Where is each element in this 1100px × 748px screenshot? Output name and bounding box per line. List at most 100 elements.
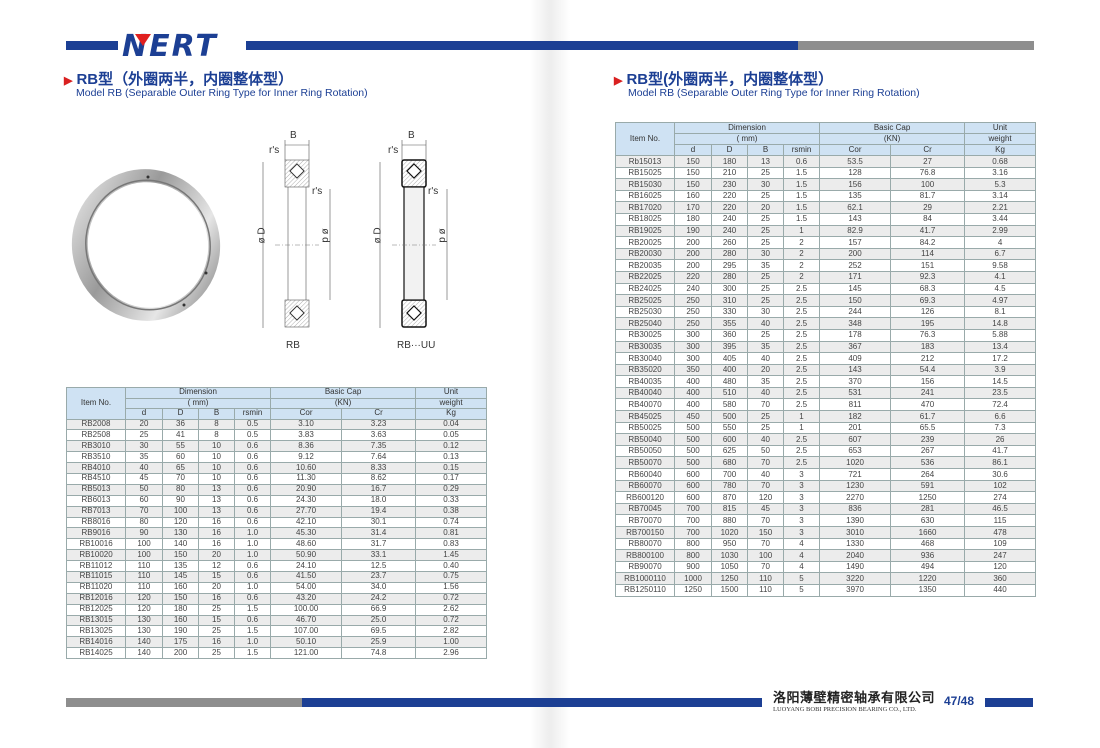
- value-cell: 250: [674, 294, 712, 307]
- value-cell: 69.3: [890, 294, 966, 307]
- value-cell: 4.1: [964, 270, 1037, 284]
- value-cell: 100: [162, 505, 199, 518]
- value-cell: 2: [782, 259, 821, 272]
- value-cell: 0.29: [415, 483, 488, 496]
- value-cell: 8.1: [964, 305, 1037, 319]
- value-cell: 25: [747, 282, 784, 296]
- value-cell: 30: [125, 440, 163, 453]
- item-no-cell: RB12025: [66, 603, 126, 616]
- table-row: RB700150 700 1020 150 3 3010 1660 478: [615, 526, 1037, 539]
- value-cell: 50: [125, 483, 163, 496]
- value-cell: 2: [782, 236, 821, 249]
- value-cell: 145: [819, 282, 892, 296]
- value-cell: 5: [782, 583, 821, 597]
- value-cell: 950: [711, 537, 748, 551]
- value-cell: 244: [819, 305, 892, 319]
- value-cell: 1030: [711, 549, 748, 562]
- dim-rs2-label-uu: r's: [428, 186, 439, 197]
- value-cell: 14.8: [964, 317, 1037, 330]
- value-cell: 836: [819, 502, 892, 516]
- value-cell: 13: [198, 494, 235, 507]
- value-cell: 531: [819, 386, 892, 400]
- item-no-cell: RB40040: [615, 386, 675, 400]
- value-cell: 195: [890, 317, 966, 330]
- value-cell: 2.5: [782, 444, 821, 458]
- table-row: RB45025 450 500 25 1 182 61.7 6.6: [615, 410, 1037, 423]
- value-cell: 20: [747, 201, 784, 214]
- table-row: RB16025 160 220 25 1.5 135 81.7 3.14: [615, 189, 1037, 203]
- item-no-cell: RB18025: [615, 212, 675, 226]
- value-cell: 25: [198, 625, 235, 638]
- value-cell: 500: [674, 433, 712, 446]
- value-cell: 3.44: [964, 212, 1037, 226]
- value-cell: 13: [198, 483, 235, 496]
- value-cell: 140: [162, 538, 199, 551]
- value-cell: 300: [674, 328, 712, 342]
- table-row: RB24025 240 300 25 2.5 145 68.3 4.5: [615, 282, 1037, 296]
- value-cell: 23.7: [341, 570, 417, 583]
- value-cell: 25: [198, 603, 235, 616]
- value-cell: 1660: [890, 526, 966, 539]
- value-cell: 25: [747, 410, 784, 423]
- value-cell: 800: [674, 549, 712, 562]
- value-cell: 46.5: [964, 502, 1037, 516]
- value-cell: 3: [782, 526, 821, 539]
- value-cell: 355: [711, 317, 748, 330]
- value-cell: 220: [711, 201, 748, 214]
- item-no-cell: Rb15013: [615, 155, 675, 168]
- value-cell: 0.5: [233, 429, 272, 442]
- company-name-cn: 洛阳薄壁精密轴承有限公司: [773, 690, 936, 705]
- value-cell: 300: [674, 340, 712, 354]
- value-cell: 8.33: [341, 462, 417, 474]
- value-cell: 23.5: [964, 386, 1037, 400]
- table-row: RB2508 25 41 8 0.5 3.83 3.63 0.05: [66, 429, 488, 442]
- value-cell: 0.81: [415, 527, 488, 540]
- value-cell: 35: [747, 375, 784, 388]
- value-cell: 170: [674, 201, 712, 214]
- value-cell: 157: [819, 236, 892, 249]
- value-cell: 69.5: [341, 625, 417, 638]
- value-cell: 145: [162, 570, 199, 583]
- table-row: RB40035 400 480 35 2.5 370 156 14.5: [615, 375, 1037, 388]
- value-cell: 70: [162, 472, 199, 485]
- value-cell: 100: [125, 538, 163, 551]
- value-cell: 2.5: [782, 317, 821, 330]
- value-cell: 295: [711, 259, 748, 272]
- value-cell: 200: [674, 247, 712, 261]
- value-cell: 25.0: [341, 614, 417, 627]
- item-no-cell: RB20025: [615, 236, 675, 249]
- value-cell: 280: [711, 247, 748, 261]
- value-cell: 25: [747, 224, 784, 238]
- value-cell: 143: [819, 363, 892, 377]
- value-cell: 50.10: [270, 636, 343, 649]
- value-cell: 13: [747, 155, 784, 168]
- value-cell: 240: [711, 224, 748, 238]
- value-cell: 45.30: [270, 527, 343, 540]
- value-cell: 25: [747, 212, 784, 226]
- table-row: RB14025 140 200 25 1.5 121.00 74.8 2.96: [66, 647, 488, 660]
- header-bar-left: [66, 41, 118, 50]
- value-cell: 8: [198, 418, 235, 431]
- item-no-cell: RB11020: [66, 581, 126, 594]
- value-cell: 135: [819, 189, 892, 203]
- value-cell: 35: [747, 340, 784, 354]
- table-row: RB20035 200 295 35 2 252 151 9.58: [615, 259, 1037, 272]
- value-cell: 300: [711, 282, 748, 296]
- value-cell: 8: [198, 429, 235, 442]
- value-cell: 3: [782, 491, 821, 504]
- value-cell: 4.5: [964, 282, 1037, 296]
- header-col: D: [162, 408, 199, 420]
- value-cell: 102: [964, 479, 1037, 493]
- value-cell: 72.4: [964, 398, 1037, 412]
- value-cell: 20: [747, 363, 784, 377]
- value-cell: 1.0: [233, 549, 272, 562]
- value-cell: 1.5: [233, 625, 272, 638]
- value-cell: 2.5: [782, 375, 821, 388]
- value-cell: 1.0: [233, 636, 272, 649]
- value-cell: 92.3: [890, 270, 966, 284]
- header-col: Cr: [890, 144, 966, 156]
- item-no-cell: RB1000110: [615, 572, 675, 585]
- value-cell: 330: [711, 305, 748, 319]
- value-cell: 143: [819, 212, 892, 226]
